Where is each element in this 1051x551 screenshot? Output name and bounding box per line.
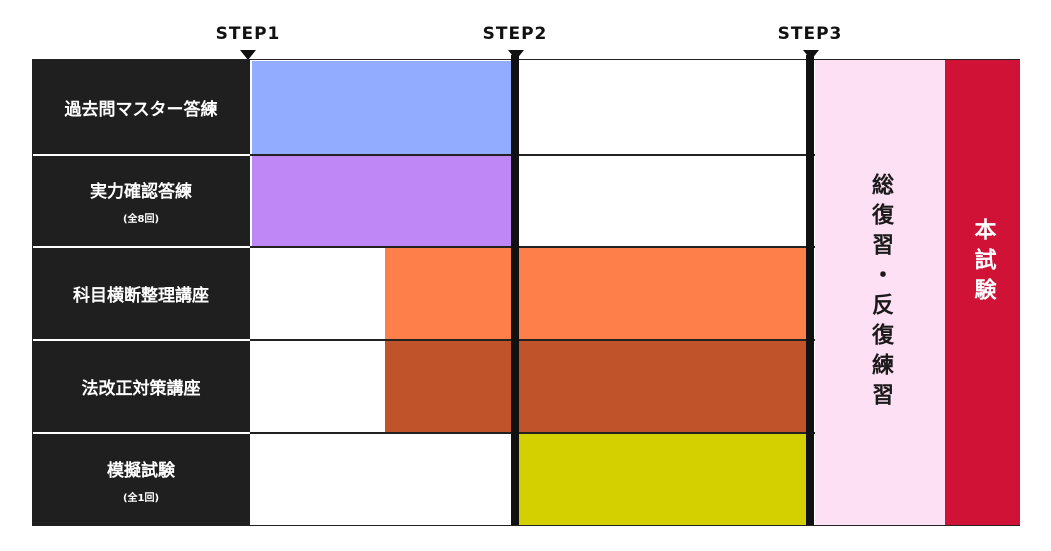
row-label: 科目横断整理講座: [32, 248, 250, 339]
row-divider: [250, 432, 815, 434]
step-label: STEP2: [482, 24, 548, 44]
review-text: 総復習・反復練習: [868, 172, 893, 413]
row-title: 科目横断整理講座: [73, 286, 209, 306]
row-title: 過去問マスター答練: [64, 99, 218, 120]
block: [518, 434, 810, 525]
exam-column: 本試験: [945, 60, 1020, 525]
row-label: 過去問マスター答練: [32, 60, 250, 154]
row-divider: [250, 246, 815, 248]
block: [252, 61, 514, 154]
row-note: (全8回): [122, 214, 160, 225]
row-divider: [250, 154, 815, 156]
row-title: 模擬試験: [107, 460, 175, 481]
row-note: (全1回): [122, 492, 160, 504]
step-label: STEP3: [777, 24, 843, 44]
row-title: 法改正対策講座: [81, 379, 201, 399]
step-line: [511, 55, 519, 525]
step-marker: [240, 50, 256, 60]
exam-text: 本試験: [970, 217, 996, 308]
row-title: 実力確認答練: [90, 182, 192, 202]
block: [385, 341, 810, 432]
review-column: 総復習・反復練習: [815, 60, 945, 525]
row-divider: [250, 339, 815, 341]
block: [385, 248, 810, 340]
step-line: [806, 55, 814, 525]
row-label: 実力確認答練 (全8回): [32, 156, 250, 246]
row-label: 法改正対策講座: [32, 341, 250, 432]
row-label: 模擬試験 (全1回): [32, 434, 250, 525]
step-label: STEP1: [215, 24, 281, 44]
block: [252, 156, 514, 247]
